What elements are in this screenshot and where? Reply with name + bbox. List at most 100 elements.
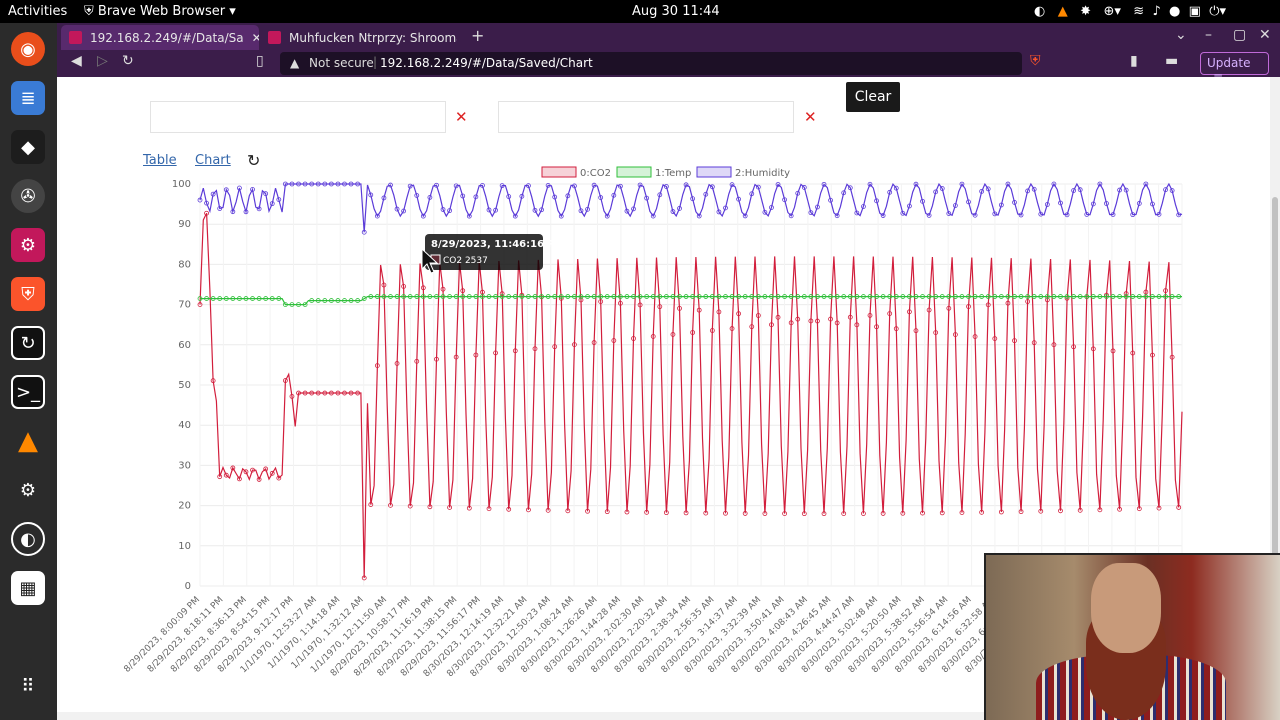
co2-point [716,309,722,315]
temp-point [769,294,774,299]
humidity-point [709,184,715,190]
co2-point [913,328,919,334]
temp-point [959,294,965,299]
activities-button[interactable]: Activities [8,4,68,19]
humidity-point [617,183,623,189]
temp-point [440,294,446,299]
co2-point [637,302,643,308]
address-bar[interactable]: ▲ Not secure | 192.168.2.249/#/Data/Save… [280,52,1022,75]
co2-point [486,506,492,512]
new-tab-button[interactable]: + [471,26,485,45]
clear-filter-2-icon[interactable]: ✕ [804,108,817,126]
co2-point [256,477,262,482]
temp-point [861,294,866,299]
co2-point [526,507,531,513]
humidity-point [519,193,525,199]
filter-input-2[interactable] [498,101,794,133]
clear-button[interactable]: Clear [846,82,900,112]
humidity-point [197,197,203,203]
temp-point [696,294,702,299]
humidity-point [893,185,899,191]
humidity-point [723,205,728,211]
show-apps-icon[interactable]: ⠿ [21,675,35,697]
chart-view-link[interactable]: Chart [195,153,231,168]
forward-button[interactable]: ▷ [97,53,108,69]
web-app-icon[interactable]: ⚙ [11,228,45,262]
horizontal-scrollbar[interactable] [57,712,1270,720]
temp-point [663,294,669,299]
co2-point [414,358,420,364]
clear-filter-1-icon[interactable]: ✕ [455,108,468,126]
obs-icon[interactable]: ◐ [11,522,45,556]
sync-app-icon[interactable]: ↻ [11,326,45,360]
tab-list-chevron-icon[interactable]: ⌄ [1175,27,1187,43]
filter-input-1[interactable] [150,101,446,133]
maximize-button[interactable]: ▢ [1233,27,1247,43]
bookmark-icon[interactable]: ▯ [256,53,264,69]
co2-point [808,318,814,324]
close-window-button[interactable]: ✕ [1259,27,1271,43]
co2-point [769,322,774,328]
minimize-button[interactable]: – [1205,27,1212,43]
terminal-icon[interactable]: >_ [11,375,45,409]
wallet-icon[interactable]: ▬ [1165,53,1179,69]
vertical-scrollbar[interactable] [1270,77,1280,720]
humidity-point [874,198,879,204]
tab-inactive[interactable]: Muhfucken Ntrprzy: Shrooma [260,25,457,50]
temp-point [821,294,827,299]
humidity-point [854,210,860,216]
y-tick-label: 60 [178,340,191,351]
table-view-link[interactable]: Table [143,153,177,168]
humidity-point [591,182,597,188]
update-button[interactable]: Update ≡ [1200,52,1269,84]
back-button[interactable]: ◀ [71,53,82,69]
mouse-cursor-icon [421,247,439,274]
tray-icons[interactable]: ◐ ▲ ✸ ⊕▾ ≋ ♪ ● ▣ ⏻▾ [1034,4,1226,19]
humidity-point [900,210,906,216]
tab-title: Muhfucken Ntrprzy: Shrooma [289,30,457,45]
git-icon[interactable]: ◆ [11,130,45,164]
calculator-icon[interactable]: ▦ [11,571,45,605]
clock[interactable]: Aug 30 11:44 [632,4,720,19]
humidity-point [506,194,512,199]
temp-point [368,294,374,299]
co2-point [302,390,308,396]
film-reel-icon[interactable]: ✇ [11,179,45,213]
temp-point [690,294,696,299]
scrollbar-thumb[interactable] [1272,197,1278,697]
humidity-point [1012,200,1017,205]
humidity-point [480,183,485,188]
temp-point [315,298,321,303]
text-editor-icon[interactable]: ≣ [11,81,45,115]
humidity-point [381,195,387,201]
security-status[interactable]: Not secure [309,56,374,70]
humidity-point [861,204,866,209]
humidity-point [539,207,544,213]
close-tab-icon[interactable]: ✕ [251,30,259,45]
humidity-point [243,209,249,215]
sidebar-icon[interactable]: ▮ [1130,53,1138,69]
app-menu[interactable]: ⛨ Brave Web Browser ▾ [84,4,236,19]
reload-button[interactable]: ↻ [122,53,134,69]
url-text[interactable]: 192.168.2.249/#/Data/Saved/Chart [380,56,593,70]
chevron-down-icon: ▾ [229,4,236,19]
temp-point [1051,294,1057,299]
co2-point [1123,291,1129,296]
humidity-point [374,213,380,219]
obs-tray-icon: ◐ [1034,4,1046,19]
humidity-point [1084,211,1090,217]
tab-active[interactable]: 192.168.2.249/#/Data/Sa ✕ [61,25,259,50]
temp-point [979,294,985,299]
humidity-point [401,208,407,214]
brave-icon[interactable]: ⛨ [11,277,45,311]
vlc-icon[interactable]: ▲ [18,426,38,456]
brave-shields-icon[interactable]: ⛨ [1030,53,1041,69]
co2-point [847,314,853,320]
firefox-icon[interactable]: ◉ [11,32,45,66]
settings-icon[interactable]: ⚙ [19,479,37,501]
humidity-point [959,181,965,187]
humidity-point [302,181,308,187]
temp-point [237,296,242,301]
temp-point [230,296,236,301]
refresh-icon[interactable]: ↻ [247,151,261,170]
